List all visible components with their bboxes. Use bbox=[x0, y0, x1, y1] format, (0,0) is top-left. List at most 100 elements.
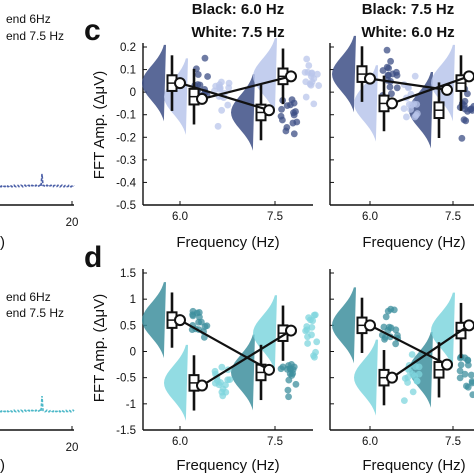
violin-half bbox=[354, 65, 378, 142]
panel-letter-d: d bbox=[84, 241, 102, 274]
mean-marker bbox=[386, 97, 398, 110]
data-point bbox=[382, 313, 390, 321]
data-point bbox=[379, 67, 387, 74]
data-point bbox=[392, 340, 400, 348]
data-point bbox=[383, 46, 391, 54]
violin-half bbox=[164, 58, 188, 135]
data-point bbox=[214, 122, 222, 130]
data-point bbox=[290, 130, 298, 138]
data-point bbox=[289, 370, 297, 377]
data-point bbox=[400, 105, 408, 113]
mean-marker bbox=[285, 324, 297, 337]
subplot-d-1: 6.0 7.5 bbox=[142, 269, 321, 448]
x-axis-label-d-1: Frequency (Hz) bbox=[176, 457, 279, 474]
data-point bbox=[290, 109, 297, 117]
data-point bbox=[308, 78, 316, 86]
spectrum-trace bbox=[0, 395, 75, 414]
mean-connector bbox=[179, 82, 270, 112]
data-point bbox=[226, 376, 234, 384]
y-axis-label-d: FFT Amp. (ΔμV) bbox=[91, 294, 108, 402]
spectrum-trace bbox=[0, 173, 75, 189]
data-point bbox=[457, 361, 465, 369]
x-tick-label: 7.5 bbox=[267, 211, 283, 223]
violin-half bbox=[164, 344, 188, 421]
data-point bbox=[385, 323, 393, 331]
data-point bbox=[458, 134, 466, 142]
mean-marker bbox=[441, 83, 453, 96]
plots: 0.2 0.1 0 -0.1 -0.2 -0.3 -0.4 -0.5 6.0 7.5 6.0 7.5 1… bbox=[116, 35, 474, 448]
data-point bbox=[456, 374, 464, 382]
violin-half bbox=[231, 74, 255, 151]
y-tick-label: 0.2 bbox=[120, 42, 136, 54]
data-point bbox=[388, 90, 395, 98]
violin-half bbox=[231, 334, 255, 411]
data-point bbox=[460, 116, 468, 124]
data-point bbox=[415, 370, 423, 378]
x-tick-label: 7.5 bbox=[445, 436, 461, 448]
subplot-d-2: 6.0 7.5 bbox=[329, 269, 474, 448]
x-tick-label: 6.0 bbox=[172, 436, 188, 448]
header-black-1: Black: 6.0 Hz bbox=[192, 1, 285, 18]
mean-marker bbox=[196, 92, 208, 105]
mean-marker bbox=[364, 319, 376, 332]
data-point bbox=[461, 370, 469, 378]
x-tick-label: 7.5 bbox=[267, 436, 283, 448]
y-tick-label: -0.1 bbox=[116, 110, 136, 122]
data-point bbox=[385, 71, 392, 79]
data-point bbox=[469, 391, 474, 399]
y-axis-label-c: FFT Amp. (ΔμV) bbox=[91, 71, 108, 179]
data-point bbox=[386, 83, 394, 91]
mean-marker bbox=[285, 70, 297, 83]
mean-marker bbox=[174, 314, 186, 327]
y-tick-label: 0.1 bbox=[120, 65, 136, 77]
data-point bbox=[194, 81, 202, 88]
data-point bbox=[304, 340, 312, 347]
left-legend-top-1: end 6Hz bbox=[6, 12, 51, 26]
data-point bbox=[218, 106, 226, 114]
data-point bbox=[283, 123, 291, 131]
data-point bbox=[304, 333, 311, 341]
data-point bbox=[284, 386, 292, 394]
left-tick-top: 20 bbox=[66, 217, 79, 229]
mean-marker bbox=[364, 72, 376, 85]
y-tick-label: -0.4 bbox=[116, 177, 136, 189]
subplot-c-1: 6.0 7.5 bbox=[142, 38, 323, 223]
data-point bbox=[218, 388, 226, 396]
x-tick-label: 6.0 bbox=[362, 436, 378, 448]
left-legend-bottom-1: end 6Hz bbox=[6, 290, 51, 304]
y-tick-label: -0.5 bbox=[116, 200, 136, 212]
data-point bbox=[392, 326, 400, 334]
left-axis-fragment-bottom: ) bbox=[0, 457, 5, 474]
violin-half bbox=[253, 38, 277, 115]
data-point bbox=[308, 69, 316, 77]
data-point bbox=[277, 365, 285, 373]
mean-connector bbox=[391, 324, 470, 379]
data-point bbox=[311, 353, 318, 361]
violin-half bbox=[431, 44, 455, 122]
violin-half bbox=[142, 282, 166, 359]
data-point bbox=[302, 327, 309, 335]
data-point bbox=[387, 305, 395, 313]
data-point bbox=[315, 82, 323, 89]
violin-half bbox=[332, 287, 356, 364]
data-point bbox=[313, 70, 321, 78]
data-point bbox=[224, 101, 232, 109]
data-point bbox=[283, 365, 291, 373]
y-tick-label: -1 bbox=[126, 399, 136, 411]
mean-marker bbox=[263, 363, 275, 376]
y-tick-label: -0.2 bbox=[116, 132, 136, 144]
y-tick-label: 0.5 bbox=[120, 320, 136, 332]
y-tick-label: -0.5 bbox=[116, 373, 136, 385]
data-point bbox=[218, 78, 225, 86]
data-point bbox=[468, 378, 474, 385]
data-point bbox=[287, 101, 294, 109]
data-point bbox=[393, 84, 401, 92]
data-point bbox=[456, 367, 464, 375]
y-tick-label: 1 bbox=[130, 294, 136, 306]
data-point bbox=[285, 393, 292, 401]
left-legend-bottom-2: end 7.5 Hz bbox=[6, 306, 64, 320]
data-point bbox=[408, 351, 416, 358]
mean-marker bbox=[463, 319, 474, 332]
mean-connector bbox=[179, 319, 270, 371]
